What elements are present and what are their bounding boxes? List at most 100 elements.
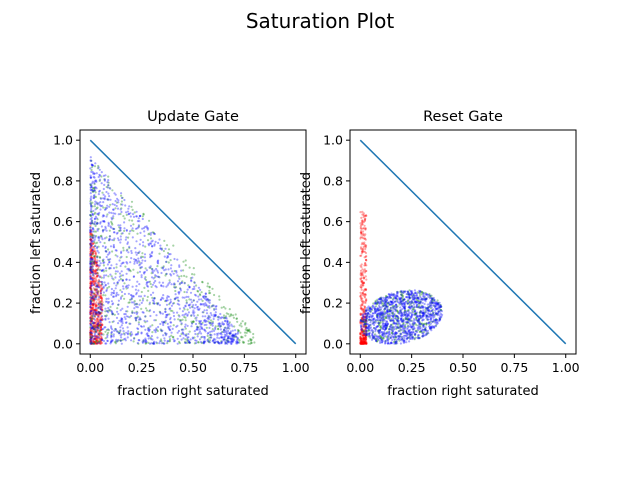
scatter-point <box>375 340 378 343</box>
scatter-point <box>361 247 365 250</box>
scatter-point <box>90 329 93 332</box>
scatter-point <box>142 227 145 230</box>
scatter-point <box>385 315 388 318</box>
scatter-point <box>95 309 98 312</box>
scatter-point <box>91 182 94 185</box>
scatter-point <box>89 176 92 179</box>
scatter-point <box>236 320 239 323</box>
scatter-point <box>407 293 410 296</box>
scatter-point <box>419 314 422 317</box>
scatter-point <box>152 341 155 344</box>
scatter-point <box>361 250 364 253</box>
scatter-point <box>169 309 172 312</box>
scatter-point <box>406 290 410 293</box>
scatter-point <box>101 303 104 306</box>
scatter-point <box>92 338 95 341</box>
scatter-point <box>187 311 190 314</box>
scatter-point <box>90 205 93 208</box>
scatter-point <box>379 308 382 311</box>
scatter-point <box>162 265 165 268</box>
scatter-point <box>89 270 92 273</box>
scatter-point <box>140 307 143 310</box>
scatter-point <box>158 304 161 307</box>
scatter-point <box>96 264 99 267</box>
scatter-point <box>97 314 100 317</box>
scatter-point <box>113 329 116 332</box>
scatter-point <box>143 294 146 297</box>
scatter-point <box>420 297 423 300</box>
scatter-point <box>91 213 94 216</box>
scatter-point <box>365 214 368 217</box>
scatter-point <box>230 341 233 344</box>
scatter-point <box>96 342 99 345</box>
scatter-point <box>400 293 403 296</box>
scatter-point <box>164 268 167 271</box>
scatter-point <box>362 212 365 215</box>
scatter-point <box>128 219 131 222</box>
scatter-point <box>170 304 173 307</box>
scatter-point <box>413 337 416 340</box>
scatter-point <box>99 275 102 278</box>
scatter-point <box>160 284 163 288</box>
scatter-point <box>363 237 367 240</box>
scatter-point <box>363 340 367 343</box>
scatter-point <box>166 284 169 287</box>
scatter-point <box>409 315 412 318</box>
scatter-point <box>384 339 387 343</box>
scatter-point <box>91 261 94 264</box>
scatter-point <box>405 331 408 334</box>
scatter-point <box>103 314 107 317</box>
scatter-point <box>173 318 176 321</box>
scatter-point <box>89 242 92 245</box>
scatter-point <box>386 306 389 309</box>
scatter-point <box>206 332 209 335</box>
scatter-point <box>374 333 377 336</box>
scatter-point <box>136 220 139 223</box>
scatter-point <box>174 293 177 296</box>
scatter-point <box>400 311 403 314</box>
scatter-point <box>211 287 214 290</box>
scatter-point <box>119 334 122 337</box>
scatter-point <box>126 241 129 244</box>
scatter-point <box>207 340 210 343</box>
scatter-point <box>97 329 100 332</box>
scatter-point <box>93 261 96 264</box>
scatter-point <box>406 324 409 327</box>
scatter-point <box>92 255 95 258</box>
scatter-point <box>162 334 165 337</box>
scatter-point <box>378 304 381 307</box>
scatter-point <box>360 342 363 345</box>
scatter-point <box>377 338 380 341</box>
scatter-point <box>216 316 219 319</box>
scatter-point <box>97 285 100 288</box>
scatter-point <box>394 297 398 300</box>
scatter-point <box>112 333 115 336</box>
scatter-point <box>360 221 364 224</box>
scatter-point <box>89 327 92 331</box>
scatter-point <box>144 342 147 345</box>
scatter-point <box>362 318 365 321</box>
scatter-point <box>213 341 216 344</box>
scatter-point <box>108 261 111 264</box>
scatter-point <box>93 259 96 262</box>
scatter-point <box>201 327 204 331</box>
scatter-point <box>164 331 167 335</box>
scatter-point <box>101 220 104 223</box>
scatter-point <box>173 340 176 343</box>
scatter-point <box>362 308 365 311</box>
scatter-point <box>91 237 94 240</box>
scatter-point <box>205 303 208 306</box>
scatter-point <box>239 322 243 325</box>
scatter-point <box>100 339 103 342</box>
scatter-point <box>93 189 96 192</box>
scatter-point <box>91 233 94 236</box>
scatter-point <box>147 337 150 340</box>
scatter-point <box>102 304 105 307</box>
scatter-point <box>361 340 364 343</box>
scatter-point <box>99 316 102 319</box>
scatter-point <box>363 333 366 336</box>
scatter-point <box>92 280 95 283</box>
scatter-point <box>89 275 92 278</box>
scatter-point <box>365 342 368 345</box>
scatter-point <box>410 325 413 328</box>
